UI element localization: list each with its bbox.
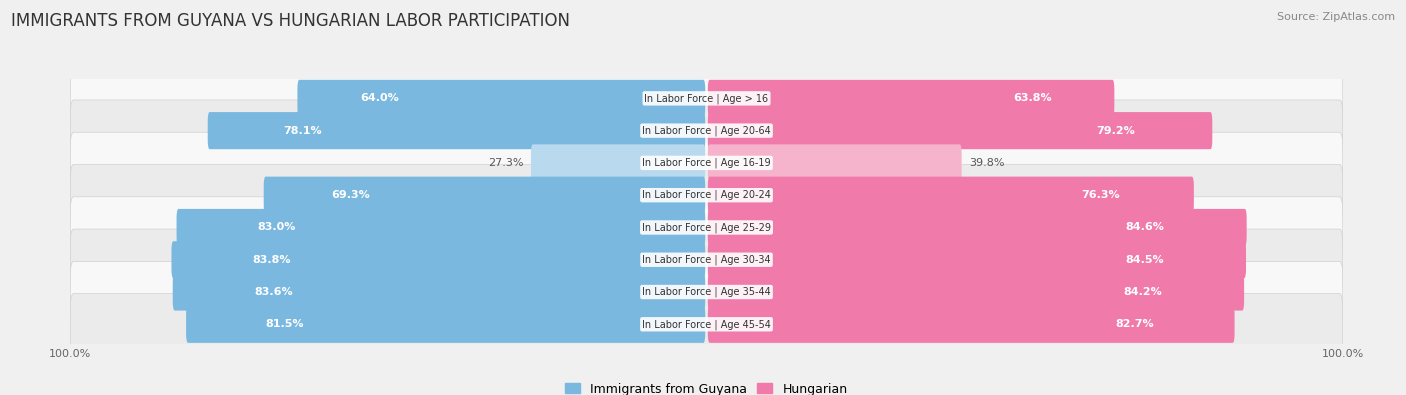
Text: 83.8%: 83.8% [253, 255, 291, 265]
Text: In Labor Force | Age 30-34: In Labor Force | Age 30-34 [643, 254, 770, 265]
Text: 81.5%: 81.5% [266, 319, 304, 329]
FancyBboxPatch shape [707, 80, 1115, 117]
FancyBboxPatch shape [70, 100, 1343, 161]
Text: 84.2%: 84.2% [1123, 287, 1163, 297]
FancyBboxPatch shape [70, 132, 1343, 194]
Text: In Labor Force | Age 45-54: In Labor Force | Age 45-54 [643, 319, 770, 329]
FancyBboxPatch shape [70, 165, 1343, 226]
Text: In Labor Force | Age 20-24: In Labor Force | Age 20-24 [643, 190, 770, 200]
FancyBboxPatch shape [531, 144, 706, 181]
Text: 64.0%: 64.0% [360, 93, 399, 103]
FancyBboxPatch shape [186, 306, 706, 343]
Text: 83.0%: 83.0% [257, 222, 295, 233]
Text: 82.7%: 82.7% [1115, 319, 1154, 329]
FancyBboxPatch shape [707, 273, 1244, 310]
FancyBboxPatch shape [707, 306, 1234, 343]
FancyBboxPatch shape [707, 209, 1247, 246]
Text: In Labor Force | Age 16-19: In Labor Force | Age 16-19 [643, 158, 770, 168]
FancyBboxPatch shape [173, 273, 706, 310]
FancyBboxPatch shape [70, 68, 1343, 129]
Text: In Labor Force | Age 20-64: In Labor Force | Age 20-64 [643, 125, 770, 136]
FancyBboxPatch shape [707, 144, 962, 181]
FancyBboxPatch shape [707, 112, 1212, 149]
FancyBboxPatch shape [707, 177, 1194, 214]
Text: In Labor Force | Age 25-29: In Labor Force | Age 25-29 [643, 222, 770, 233]
Text: 84.6%: 84.6% [1126, 222, 1164, 233]
FancyBboxPatch shape [707, 241, 1246, 278]
Text: 83.6%: 83.6% [254, 287, 292, 297]
FancyBboxPatch shape [172, 241, 706, 278]
FancyBboxPatch shape [177, 209, 706, 246]
Text: 39.8%: 39.8% [969, 158, 1005, 168]
Text: 79.2%: 79.2% [1097, 126, 1135, 135]
Text: IMMIGRANTS FROM GUYANA VS HUNGARIAN LABOR PARTICIPATION: IMMIGRANTS FROM GUYANA VS HUNGARIAN LABO… [11, 12, 571, 30]
FancyBboxPatch shape [298, 80, 706, 117]
Text: 69.3%: 69.3% [332, 190, 370, 200]
FancyBboxPatch shape [70, 229, 1343, 290]
Text: 63.8%: 63.8% [1014, 93, 1052, 103]
FancyBboxPatch shape [264, 177, 706, 214]
FancyBboxPatch shape [208, 112, 706, 149]
Text: 76.3%: 76.3% [1081, 190, 1119, 200]
FancyBboxPatch shape [70, 197, 1343, 258]
Text: In Labor Force | Age > 16: In Labor Force | Age > 16 [644, 93, 769, 103]
Text: 27.3%: 27.3% [488, 158, 523, 168]
FancyBboxPatch shape [70, 293, 1343, 355]
Text: Source: ZipAtlas.com: Source: ZipAtlas.com [1277, 12, 1395, 22]
FancyBboxPatch shape [70, 261, 1343, 323]
Legend: Immigrants from Guyana, Hungarian: Immigrants from Guyana, Hungarian [565, 383, 848, 395]
Text: In Labor Force | Age 35-44: In Labor Force | Age 35-44 [643, 287, 770, 297]
Text: 78.1%: 78.1% [284, 126, 322, 135]
Text: 84.5%: 84.5% [1125, 255, 1164, 265]
